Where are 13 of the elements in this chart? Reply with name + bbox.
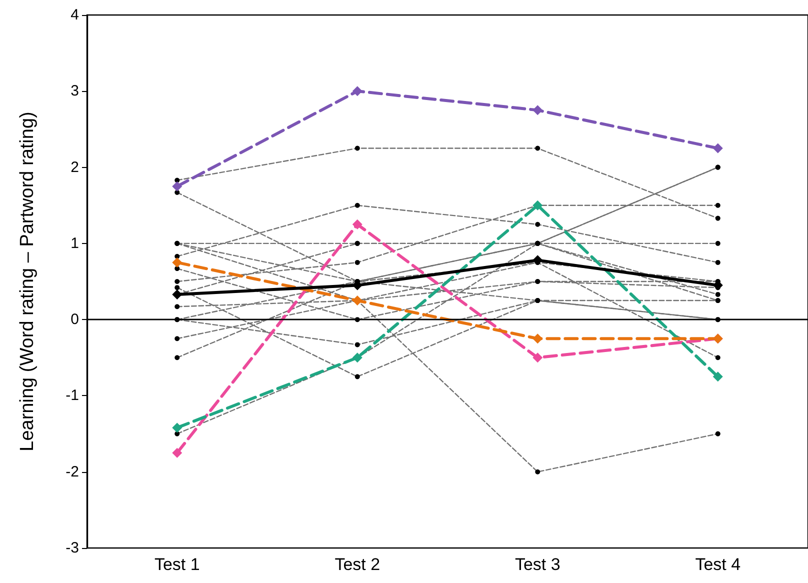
y-tick-label: -2 [66, 463, 79, 480]
y-tick-label: -3 [66, 540, 79, 556]
y-tick-label: 0 [70, 311, 79, 328]
y-tick-label: 2 [70, 158, 79, 176]
x-tick-label: Test 1 [154, 555, 200, 574]
y-tick-label: 1 [70, 234, 79, 252]
y-tick-label: -1 [66, 387, 79, 404]
x-tick-label: Test 2 [334, 555, 380, 574]
x-tick-label: Test 3 [514, 555, 560, 574]
y-tick-label: 3 [70, 82, 79, 100]
x-tick-label: Test 4 [695, 555, 741, 574]
y-axis-title: Learning (Word rating – Partword rating) [17, 112, 38, 452]
y-tick-label: 4 [70, 6, 79, 24]
